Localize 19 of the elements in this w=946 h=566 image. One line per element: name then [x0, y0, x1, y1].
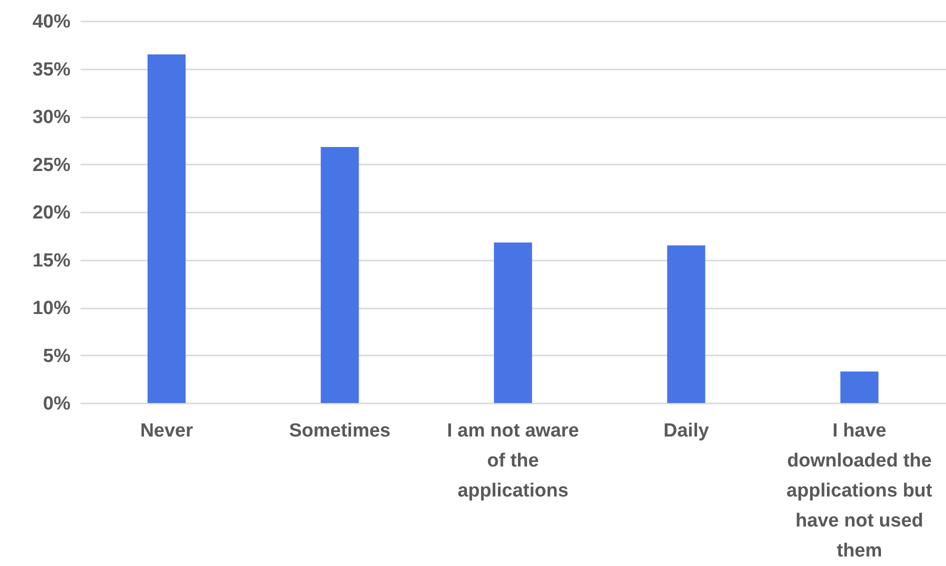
y-tick-label: 0% — [43, 394, 71, 414]
bar — [320, 147, 359, 403]
y-tick-label: 20% — [32, 202, 71, 224]
x-tick-label: Daily — [663, 420, 710, 442]
y-tick-label: 15% — [32, 250, 71, 272]
y-tick-label: 5% — [43, 346, 71, 367]
bar — [494, 242, 532, 403]
x-tick-label: I have downloaded the applications but have not used them — [786, 420, 933, 562]
x-tick-label: Never — [140, 420, 194, 442]
bar — [840, 371, 878, 403]
x-tick-label: I am not aware of the applications — [447, 420, 579, 502]
y-tick-label: 35% — [32, 59, 71, 80]
y-tick-label: 10% — [32, 298, 71, 319]
x-tick-label: Sometimes — [289, 420, 390, 442]
y-tick-label: 40% — [32, 12, 71, 32]
y-tick-label: 25% — [32, 154, 71, 176]
bar — [667, 245, 706, 403]
y-tick-label: 30% — [32, 107, 71, 128]
bar — [148, 54, 186, 403]
